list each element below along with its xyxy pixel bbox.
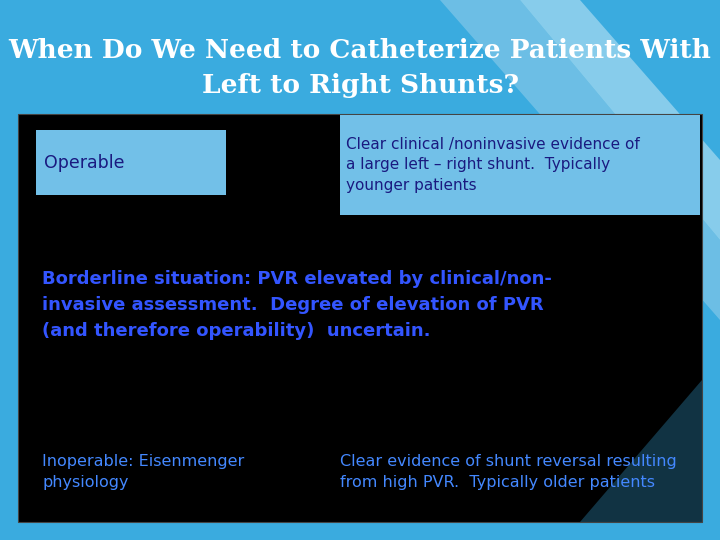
Text: Inoperable: Eisenmenger
physiology: Inoperable: Eisenmenger physiology xyxy=(42,454,244,490)
Text: Left to Right Shunts?: Left to Right Shunts? xyxy=(202,72,518,98)
Text: Operable: Operable xyxy=(44,153,125,172)
Text: Borderline situation: PVR elevated by clinical/non-
invasive assessment.  Degree: Borderline situation: PVR elevated by cl… xyxy=(42,271,552,340)
FancyBboxPatch shape xyxy=(340,115,700,215)
Polygon shape xyxy=(480,380,702,522)
Text: Clear clinical /noninvasive evidence of
a large left – right shunt.  Typically
y: Clear clinical /noninvasive evidence of … xyxy=(346,137,640,193)
Polygon shape xyxy=(440,0,720,320)
Text: When Do We Need to Catheterize Patients With: When Do We Need to Catheterize Patients … xyxy=(9,37,711,63)
FancyBboxPatch shape xyxy=(18,114,702,522)
FancyBboxPatch shape xyxy=(36,130,226,195)
Text: Clear evidence of shunt reversal resulting
from high PVR.  Typically older patie: Clear evidence of shunt reversal resulti… xyxy=(340,454,677,490)
Polygon shape xyxy=(520,0,720,240)
